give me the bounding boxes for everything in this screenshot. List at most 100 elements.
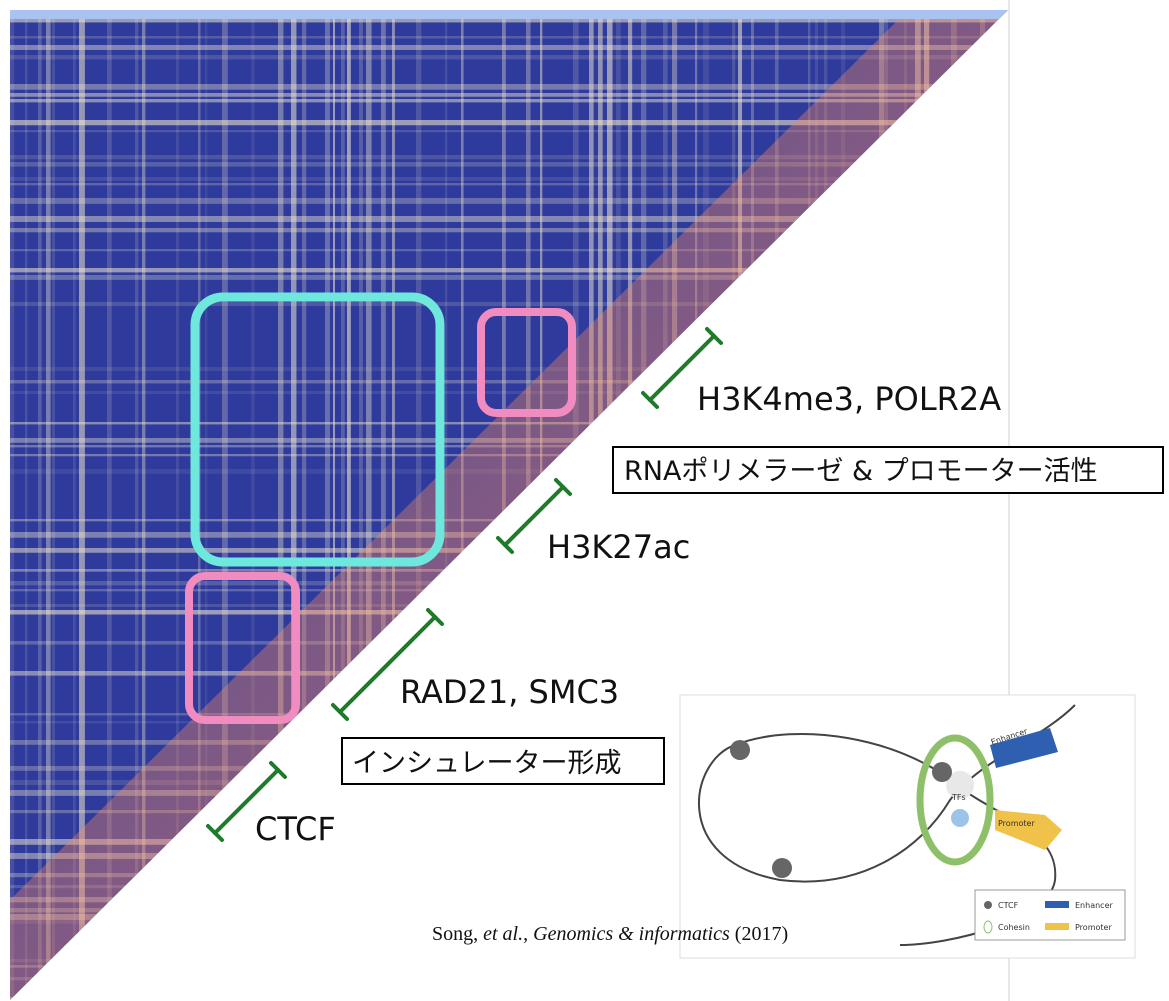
heatmap-stripe	[107, 10, 112, 1000]
heatmap-stripe	[341, 10, 345, 1000]
heatmap-stripe	[10, 183, 1008, 186]
note-box	[612, 446, 1164, 494]
note-text: RNAポリメラーゼ & プロモーター活性	[624, 456, 1098, 487]
ctcf	[772, 858, 792, 878]
bracket	[213, 768, 280, 835]
promoter-label: Promoter	[998, 819, 1035, 828]
heatmap-stripe	[251, 10, 255, 1000]
heatmap-stripe	[10, 99, 1008, 103]
heatmap-stripe	[10, 275, 1008, 280]
heatmap-stripe	[10, 997, 1008, 1000]
tf	[951, 809, 969, 827]
heatmap-stripe	[10, 84, 1008, 90]
heatmap-stripe	[222, 10, 228, 1000]
legend-item: Promoter	[1075, 923, 1112, 932]
heatmap-stripe	[10, 367, 1008, 372]
diagonal-band	[10, 10, 1008, 1000]
heatmap-stripe	[10, 380, 1008, 384]
heatmap-stripe	[135, 10, 139, 1000]
heatmap-stripe	[52, 10, 55, 1000]
citation-etal: et al.,	[483, 923, 528, 945]
highlight-box	[477, 308, 576, 417]
heatmap-stripe	[291, 10, 297, 1000]
highlight-box	[185, 572, 300, 724]
legend-item: Enhancer	[1075, 901, 1113, 910]
highlight-box	[190, 292, 445, 567]
ctcf	[932, 762, 952, 782]
heatmap-stripe	[366, 10, 372, 1000]
heatmap-stripe	[10, 55, 1008, 60]
legend-item: Cohesin	[998, 923, 1030, 932]
heatmap-stripe	[10, 604, 1008, 607]
annotation-label: RAD21, SMC3	[400, 673, 619, 711]
heatmap-stripe	[10, 610, 1008, 615]
legend-swatch	[983, 920, 993, 934]
tf	[946, 771, 974, 799]
annotation-label: CTCF	[255, 810, 336, 848]
heatmap-stripe	[10, 216, 1008, 222]
heatmap-stripe	[381, 10, 386, 1000]
heatmap-stripe	[392, 10, 395, 1000]
bracket	[338, 615, 437, 714]
heatmap-stripe	[10, 268, 1008, 273]
heatmap-stripe	[25, 10, 28, 1000]
heatmap-stripe	[10, 130, 1008, 133]
heatmap-stripe	[10, 959, 1008, 963]
heatmap-stripe	[10, 641, 1008, 645]
heatmap-stripe	[38, 10, 42, 1000]
citation-author: Song,	[432, 923, 478, 945]
heatmap-stripe	[10, 581, 1008, 586]
heatmap-stripe	[10, 36, 1008, 39]
heatmap-top	[10, 10, 1008, 19]
inset-legend	[974, 889, 1126, 941]
heatmap-stripe	[10, 589, 1008, 592]
heatmap-stripe	[10, 569, 1008, 572]
heatmap-stripe	[10, 965, 1008, 968]
brackets	[206, 327, 723, 842]
heatmap-stripe	[10, 532, 1008, 538]
citation-year: (2017)	[735, 923, 788, 945]
legend-item: CTCF	[998, 901, 1019, 910]
bracket	[503, 485, 565, 547]
heatmap-stripe	[142, 10, 146, 1000]
heatmap-stripe	[10, 302, 1008, 307]
heatmap-stripe	[10, 162, 1008, 167]
legend-swatch	[1045, 901, 1069, 908]
promoter	[995, 810, 1062, 850]
heatmap-stripe	[302, 10, 307, 1000]
note-box	[341, 737, 665, 785]
legend-swatch	[984, 901, 992, 909]
heatmap-stripe	[79, 10, 85, 1000]
heatmap-stripe	[10, 198, 1008, 204]
heatmap-stripe	[10, 155, 1008, 160]
citation-journal: Genomics & informatics	[533, 923, 730, 945]
legend-swatch	[1045, 923, 1069, 930]
heatmap-stripe	[205, 10, 208, 1000]
heatmap-stripe	[333, 10, 336, 1000]
heatmap-stripe	[10, 10, 15, 1000]
heatmap-stripe	[73, 10, 76, 1000]
heatmap-stripe	[359, 10, 363, 1000]
annotation-label: H3K4me3, POLR2A	[697, 380, 1001, 418]
tfs-label: TFs	[951, 793, 966, 802]
heatmap-stripe	[347, 10, 351, 1000]
heatmap-stripe	[10, 977, 1008, 981]
enhancer	[990, 728, 1058, 768]
citation: Song, et al., Genomics & informatics (20…	[432, 923, 788, 945]
bracket	[648, 334, 716, 402]
heatmap-stripe	[325, 10, 330, 1000]
note-text: インシュレーター形成	[352, 748, 621, 779]
edge	[1008, 0, 1010, 1001]
heatmap-stripe	[10, 249, 1008, 252]
heatmap-stripe	[278, 10, 284, 1000]
heatmap-stripe	[10, 45, 1008, 50]
heatmap-stripe	[46, 10, 51, 1000]
heatmap-stripe	[10, 391, 1008, 395]
cohesin	[916, 734, 994, 866]
heatmap-stripe	[10, 93, 1008, 97]
annotation-label: H3K27ac	[547, 528, 690, 566]
heatmap-stripe	[10, 18, 1008, 23]
heatmap-stripe	[10, 228, 1008, 233]
inset-figure: Enhancer TFs Promoter CTCF Enhancer Cohe…	[679, 694, 1136, 959]
